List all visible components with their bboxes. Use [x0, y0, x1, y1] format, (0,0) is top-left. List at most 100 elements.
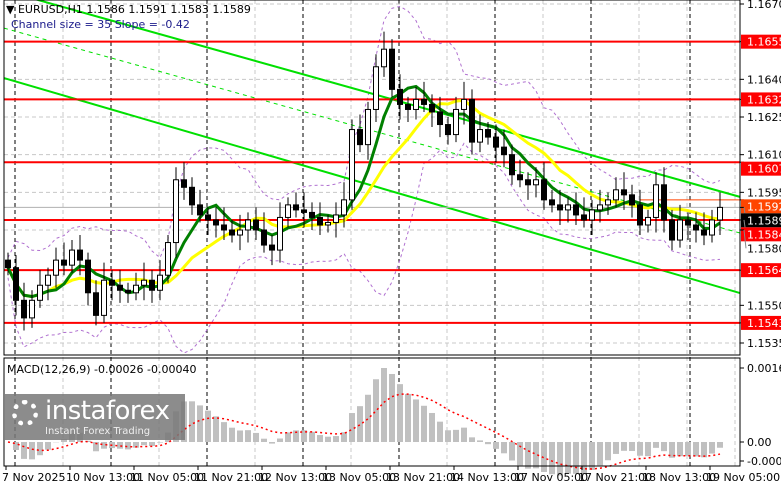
macd-histogram-bar	[597, 442, 603, 466]
macd-histogram-bar	[589, 442, 595, 470]
x-tick-label: 11 Nov 21:00	[194, 471, 268, 484]
grid	[4, 0, 740, 466]
candles	[5, 31, 723, 331]
macd-histogram-bar	[245, 430, 251, 442]
macd-label: MACD(12,26,9) -0.00026 -0.00040	[7, 363, 197, 376]
candle-body	[637, 204, 643, 226]
candle-body	[493, 136, 499, 148]
instaforex-logo: instaforex Instant Forex Trading	[5, 394, 185, 440]
macd-histogram-bar	[621, 442, 627, 451]
x-tick-label: 12 Nov 13:00	[258, 471, 332, 484]
macd-histogram-bar	[437, 421, 443, 442]
level-label: 1.1584	[747, 228, 781, 241]
macd-signal-line	[7, 393, 721, 470]
macd-histogram-bar	[509, 442, 515, 461]
macd-panel-frame	[3, 357, 741, 467]
macd-histogram-bar	[333, 436, 339, 442]
macd-histogram-bar	[461, 427, 467, 442]
macd-histogram-bar	[117, 442, 123, 449]
macd-histogram-bar	[21, 442, 27, 459]
candle-body	[213, 219, 219, 226]
candle-body	[157, 274, 163, 291]
macd-histogram-bar	[13, 442, 19, 451]
y-tick-label: 1.1595	[747, 186, 781, 199]
candle-body	[229, 229, 235, 236]
candle-body	[181, 179, 187, 188]
candle-body	[109, 279, 115, 286]
y-tick-label: 1.1640	[747, 73, 781, 86]
macd-histogram-bar	[645, 442, 651, 457]
channel-info: Channel size = 35 Slope = -0.42	[11, 18, 190, 31]
macd-histogram-bar	[221, 422, 227, 442]
x-tick-label: 13 Nov 21:00	[386, 471, 460, 484]
candle-body	[381, 48, 387, 68]
candle-body	[597, 204, 603, 211]
y-tick-label: 1.1625	[747, 111, 781, 124]
y-tick-label: 1.1535	[747, 337, 781, 350]
candle-body	[661, 184, 667, 221]
candle-body	[317, 216, 323, 226]
level-label-bg	[741, 263, 781, 278]
candle-body	[77, 249, 83, 261]
candle-body	[357, 129, 363, 146]
level-label-bg	[741, 161, 781, 176]
candle-body	[405, 103, 411, 110]
candle-body	[173, 179, 179, 244]
macd-histogram-bar	[357, 406, 363, 442]
level-label: 1.1632	[747, 93, 781, 106]
macd-histogram-bar	[29, 442, 35, 460]
macd-histogram-bar	[605, 442, 611, 461]
candle-body	[269, 244, 275, 251]
candle-body	[693, 224, 699, 231]
candle-body	[701, 229, 707, 236]
macd-histogram-bar	[549, 442, 555, 475]
x-tick-label: 19 Nov 05:00	[706, 471, 780, 484]
candle-body	[285, 204, 291, 218]
macd-histogram-bar	[389, 373, 395, 442]
macd-histogram-bar	[453, 429, 459, 442]
slow-ma-line	[6, 98, 721, 299]
candle-body	[237, 229, 243, 236]
macd-histogram-bar	[229, 427, 235, 442]
candle-body	[453, 108, 459, 136]
candle-body	[141, 279, 147, 286]
macd-histogram-bar	[261, 438, 267, 442]
macd-histogram-bar	[269, 442, 275, 444]
lower-band	[7, 142, 721, 354]
candle-body	[589, 209, 595, 221]
macd-histogram-bar	[341, 432, 347, 442]
x-tick-label: 17 Nov 05:00	[514, 471, 588, 484]
macd-tick-label: -0.00084	[747, 455, 781, 468]
macd-histogram-bar	[653, 442, 659, 448]
level-label: 1.1543	[747, 317, 781, 330]
candle-body	[413, 98, 419, 110]
candle-body	[5, 259, 11, 269]
candle-body	[149, 279, 155, 291]
macd-histogram-bar	[293, 430, 299, 442]
macd-histogram-bar	[421, 405, 427, 442]
candle-body	[29, 299, 35, 319]
macd-histogram-bar	[677, 442, 683, 457]
candle-body	[101, 279, 107, 316]
candle-body	[85, 259, 91, 294]
macd-histogram-bar	[149, 442, 155, 446]
candle-body	[613, 189, 619, 201]
macd-histogram-bar	[373, 379, 379, 442]
macd-histogram-bar	[213, 416, 219, 442]
candle-body	[509, 154, 515, 176]
macd-histogram-bar	[189, 401, 195, 442]
candle-body	[565, 204, 571, 211]
candle-body	[445, 124, 451, 136]
symbol-header: ▼ EURUSD,H1 1.1586 1.1591 1.1583 1.1589	[6, 3, 251, 16]
candle-body	[253, 219, 259, 231]
candle-body	[13, 267, 19, 301]
candle-body	[629, 194, 635, 206]
candle-body	[245, 219, 251, 231]
upper-band	[7, 5, 721, 259]
level-label: 1.1607	[747, 163, 781, 176]
ask-price-label: 1.1592	[747, 200, 781, 213]
macd-histogram-bar	[349, 413, 355, 442]
macd-tick-label: 0.00	[747, 436, 772, 449]
